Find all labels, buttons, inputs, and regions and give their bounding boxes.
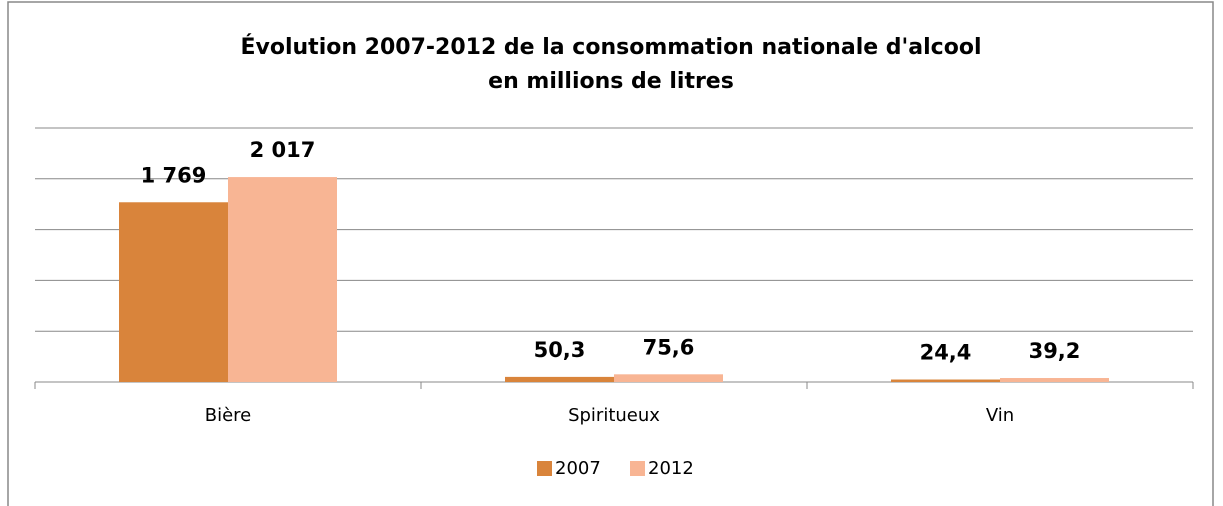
chart-subtitle: en millions de litres xyxy=(488,69,734,94)
data-label: 50,3 xyxy=(534,338,586,362)
bar xyxy=(891,379,1000,382)
legend-label: 2012 xyxy=(648,458,694,479)
chart-title: Évolution 2007-2012 de la consommation n… xyxy=(240,34,981,60)
bar xyxy=(614,374,723,382)
legend-label: 2007 xyxy=(555,458,601,479)
data-label: 24,4 xyxy=(920,341,972,365)
data-label: 2 017 xyxy=(250,138,316,162)
bar xyxy=(119,202,228,382)
bar xyxy=(1000,378,1109,382)
legend-swatch xyxy=(537,461,552,476)
x-tick-label: Vin xyxy=(986,405,1014,426)
data-label: 1 769 xyxy=(141,163,207,187)
legend-swatch xyxy=(630,461,645,476)
data-label: 75,6 xyxy=(643,335,695,359)
x-tick-label: Bière xyxy=(205,405,252,426)
bar xyxy=(505,376,614,382)
x-tick-label: Spiritueux xyxy=(568,405,660,426)
data-label: 39,2 xyxy=(1029,339,1081,363)
bar xyxy=(228,177,337,382)
